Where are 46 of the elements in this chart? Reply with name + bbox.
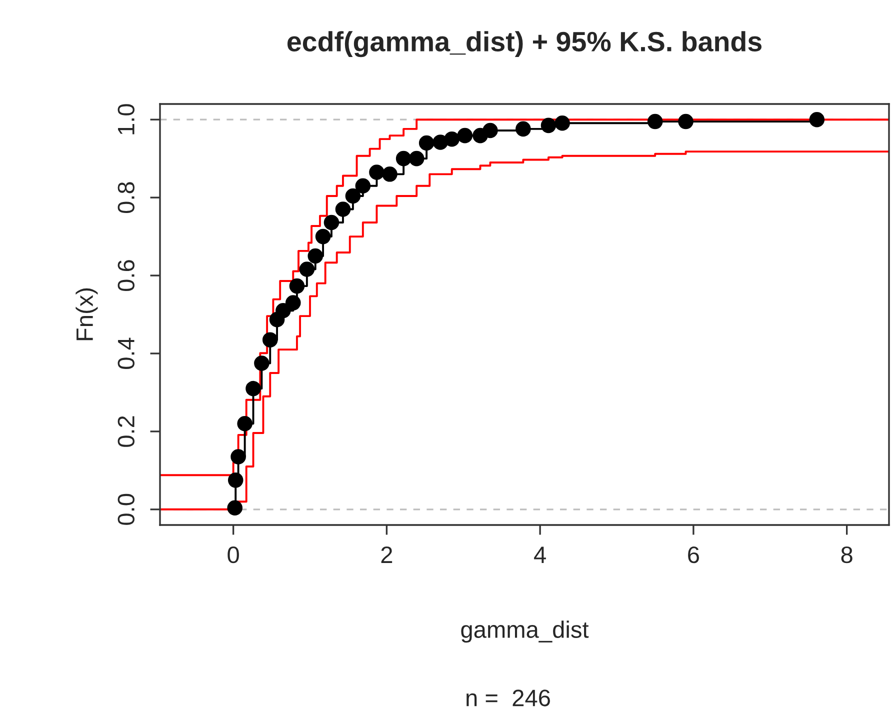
point <box>516 121 531 137</box>
point <box>647 114 663 130</box>
y-tick-label: 1.0 <box>118 104 134 134</box>
x-axis-title: gamma_dist <box>461 620 589 643</box>
point <box>237 416 252 432</box>
point <box>408 150 424 166</box>
point <box>396 150 412 166</box>
point <box>324 214 340 230</box>
y-tick-label: 0.2 <box>118 416 134 447</box>
point <box>246 380 261 396</box>
y-axis-title: Fn(x) <box>76 288 98 340</box>
x-tick-label: 6 <box>688 546 699 564</box>
point <box>285 295 301 310</box>
point <box>228 472 244 488</box>
y-tick-label: 0.8 <box>118 182 134 214</box>
point <box>254 356 270 371</box>
point <box>262 332 278 348</box>
point <box>444 131 460 147</box>
point <box>457 128 473 144</box>
point <box>678 114 694 130</box>
x-tick-label: 2 <box>381 546 392 563</box>
x-tick-label: 0 <box>228 546 239 564</box>
point <box>230 449 246 464</box>
point <box>335 202 351 217</box>
y-tick-label: 0.6 <box>118 260 134 292</box>
point <box>809 112 825 128</box>
y-tick-label: 0.0 <box>118 494 134 525</box>
point <box>308 248 324 264</box>
point <box>418 135 434 151</box>
x-tick-label: 8 <box>841 546 852 564</box>
point <box>482 122 498 138</box>
point <box>315 228 331 244</box>
point <box>382 166 398 182</box>
point <box>276 302 291 318</box>
point <box>299 262 315 277</box>
y-tick-label: 0.4 <box>118 338 134 369</box>
point <box>369 164 384 180</box>
point <box>289 278 305 294</box>
chart-title: ecdf(gamma_dist) + 95% K.S. bands <box>287 31 762 58</box>
x-tick-label: 4 <box>534 546 546 563</box>
point <box>355 178 371 194</box>
text: n = 246 <box>466 690 550 706</box>
point <box>227 500 242 516</box>
point <box>345 188 361 204</box>
point <box>554 115 570 131</box>
point <box>540 118 556 134</box>
